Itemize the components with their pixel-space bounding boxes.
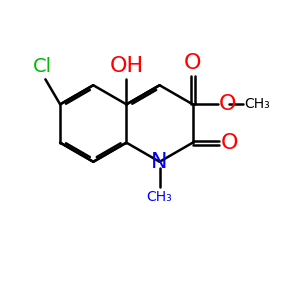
Text: OH: OH (110, 56, 143, 76)
Text: O: O (184, 53, 202, 74)
Text: O: O (219, 94, 237, 114)
Text: N: N (151, 152, 168, 172)
Text: CH₃: CH₃ (147, 190, 172, 204)
Text: O: O (221, 133, 238, 153)
Text: Cl: Cl (33, 57, 52, 76)
Text: CH₃: CH₃ (244, 98, 270, 111)
